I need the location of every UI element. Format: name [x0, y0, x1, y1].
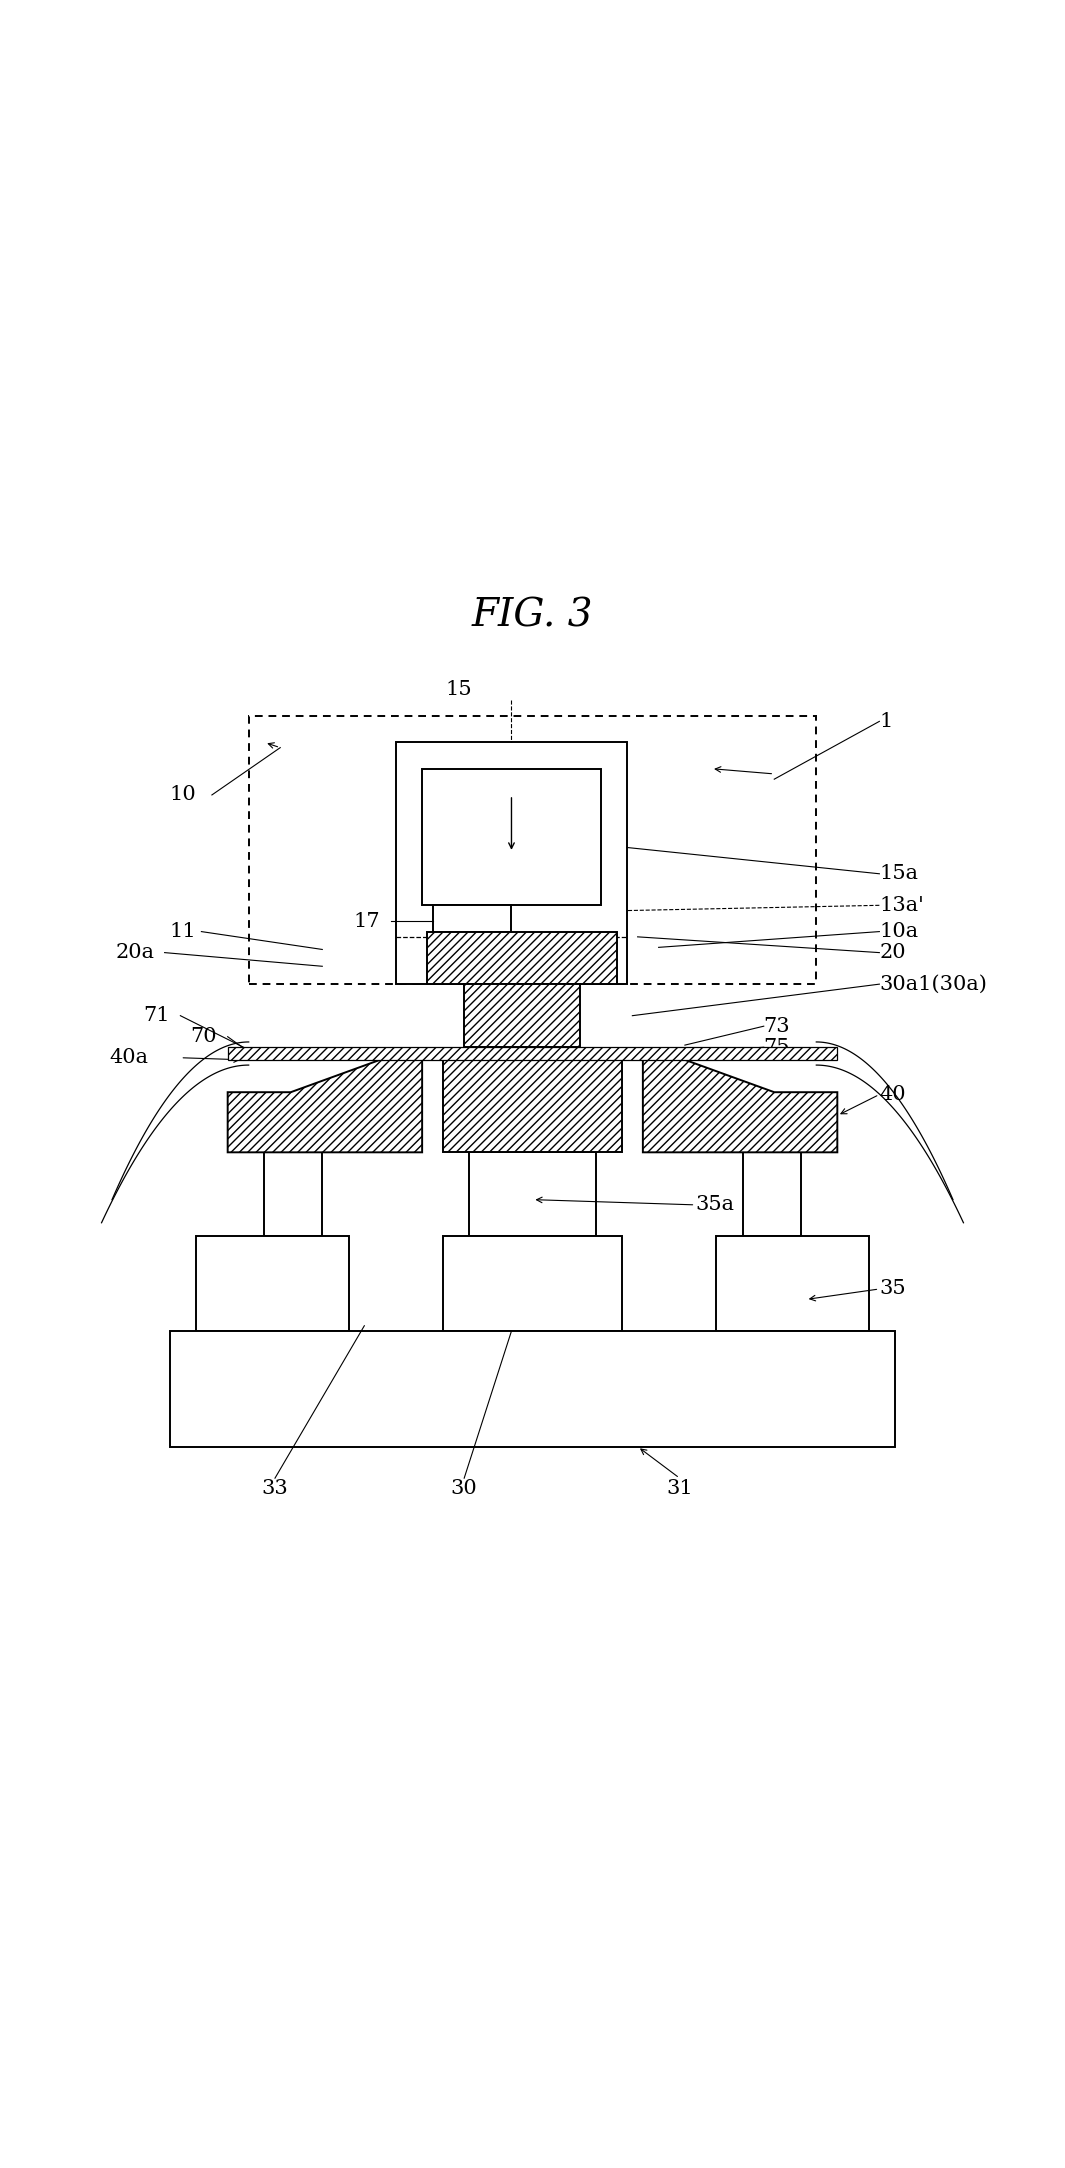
- Text: 35a: 35a: [695, 1195, 735, 1214]
- Polygon shape: [643, 1060, 837, 1153]
- Text: 15a: 15a: [880, 865, 918, 882]
- Text: 73: 73: [764, 1017, 790, 1036]
- Text: 20: 20: [880, 943, 906, 963]
- Text: FIG. 3: FIG. 3: [472, 598, 593, 635]
- Bar: [196, 1236, 348, 1331]
- Bar: [169, 1331, 896, 1446]
- Text: 10: 10: [169, 785, 197, 804]
- Bar: [228, 1047, 837, 1060]
- Text: 30a1(30a): 30a1(30a): [880, 976, 987, 993]
- Text: 40a: 40a: [110, 1047, 149, 1067]
- Text: 75: 75: [764, 1038, 790, 1056]
- Text: 35: 35: [880, 1279, 906, 1299]
- Text: 70: 70: [191, 1028, 217, 1047]
- Bar: [264, 1153, 323, 1236]
- Polygon shape: [228, 1060, 422, 1153]
- Text: 10a: 10a: [880, 921, 918, 941]
- Text: 33: 33: [262, 1479, 289, 1498]
- Bar: [396, 741, 627, 984]
- Bar: [249, 715, 816, 984]
- Bar: [470, 1153, 595, 1236]
- Text: 13a': 13a': [880, 895, 924, 915]
- Text: 31: 31: [667, 1479, 693, 1498]
- Bar: [443, 1236, 622, 1331]
- Bar: [717, 1236, 869, 1331]
- Bar: [443, 1060, 622, 1153]
- Text: 17: 17: [354, 911, 380, 930]
- Bar: [427, 932, 617, 984]
- Text: 1: 1: [880, 711, 892, 731]
- Bar: [432, 906, 511, 932]
- Text: 15: 15: [445, 681, 472, 700]
- Text: 11: 11: [169, 921, 197, 941]
- Text: 40: 40: [880, 1084, 906, 1104]
- Text: 30: 30: [450, 1479, 477, 1498]
- Text: 20a: 20a: [115, 943, 154, 963]
- Bar: [464, 984, 579, 1047]
- Bar: [422, 770, 601, 906]
- Bar: [742, 1153, 801, 1236]
- Text: 71: 71: [143, 1006, 169, 1025]
